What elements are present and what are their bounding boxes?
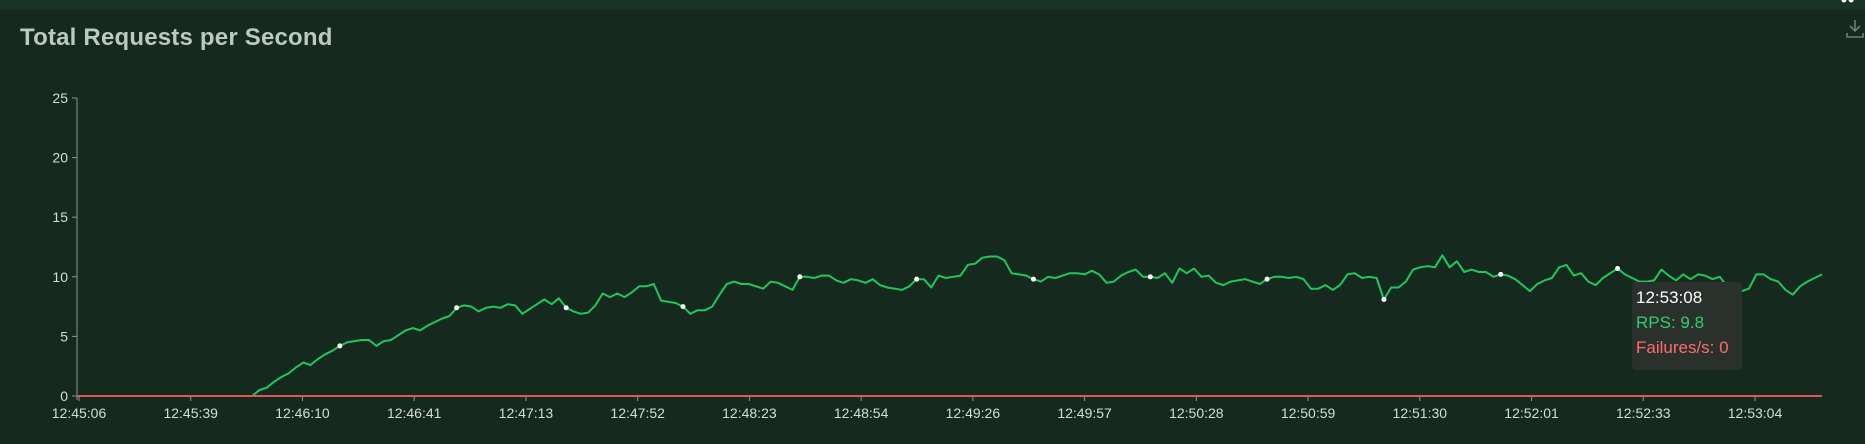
rps-series-line [77, 254, 1823, 397]
x-tick-label: 12:47:13 [499, 405, 554, 421]
y-tick-label: 25 [52, 90, 68, 106]
y-tick-label: 15 [52, 209, 68, 225]
x-tick-label: 12:50:59 [1281, 405, 1336, 421]
data-point [1030, 276, 1036, 282]
data-point [454, 305, 460, 311]
data-point [563, 305, 569, 311]
x-tick-label: 12:46:10 [275, 405, 330, 421]
data-point [1615, 265, 1621, 271]
data-point [337, 343, 343, 349]
download-icon[interactable] [1845, 18, 1865, 40]
x-tick-label: 12:50:28 [1169, 405, 1224, 421]
x-tick-label: 12:52:33 [1616, 405, 1671, 421]
x-tick-label: 12:48:54 [834, 405, 889, 421]
y-tick-label: 20 [52, 150, 68, 166]
data-point [1147, 274, 1153, 280]
y-tick-label: 10 [52, 269, 68, 285]
tooltip-time: 12:53:08 [1636, 288, 1703, 307]
y-tick-label: 5 [60, 328, 68, 344]
x-tick-label: 12:47:52 [610, 405, 665, 421]
x-tick-label: 12:49:57 [1057, 405, 1112, 421]
tooltip-failures: Failures/s: 0 [1636, 338, 1729, 357]
chart-tooltip: 12:53:08 RPS: 9.8 Failures/s: 0 [1632, 282, 1742, 370]
data-point [1264, 276, 1270, 282]
top-bar [0, 0, 1865, 10]
y-tick-label: 0 [60, 388, 68, 404]
data-point [680, 304, 686, 310]
x-tick-label: 12:49:26 [946, 405, 1001, 421]
x-tick-label: 12:48:23 [722, 405, 777, 421]
chart-title: Total Requests per Second [20, 24, 333, 51]
data-point [797, 274, 803, 280]
x-tick-label: 12:51:30 [1393, 405, 1448, 421]
x-tick-label: 12:46:41 [387, 405, 442, 421]
data-point [1841, 0, 1847, 3]
x-tick-label: 12:52:01 [1504, 405, 1559, 421]
x-tick-label: 12:45:06 [52, 405, 107, 421]
data-point [1848, 0, 1854, 3]
data-point [1381, 296, 1387, 302]
tooltip-rps: RPS: 9.8 [1636, 313, 1705, 332]
data-point [914, 276, 920, 282]
data-point [1498, 271, 1504, 277]
x-tick-label: 12:53:04 [1728, 405, 1783, 421]
x-tick-label: 12:45:39 [163, 405, 218, 421]
